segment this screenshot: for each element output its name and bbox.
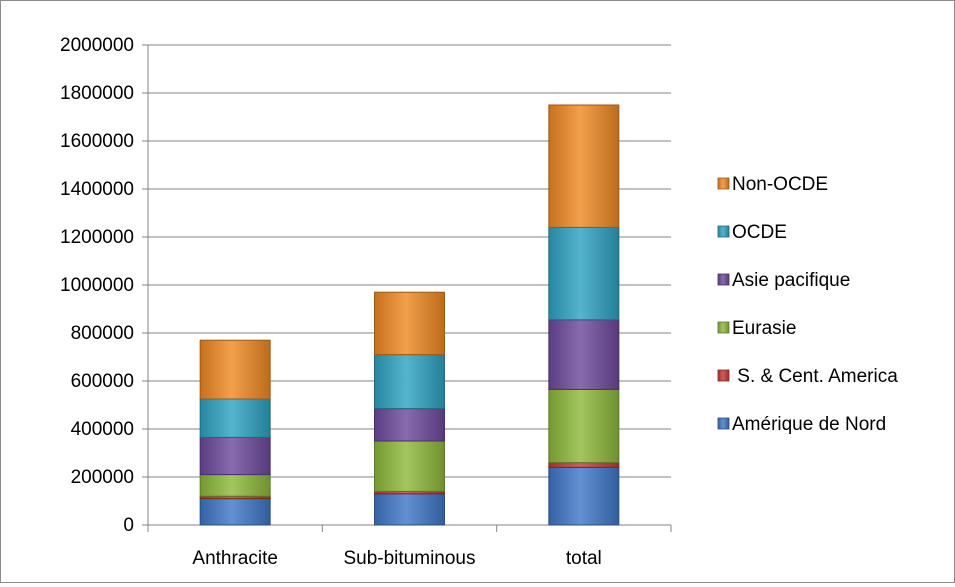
legend-label-non-ocde: Non-OCDE [732, 174, 828, 195]
y-tick-label: 1000000 [60, 275, 134, 296]
bar-sub-bituminous-eurasie [374, 440, 445, 492]
axes: 0 200000 400000 600000 800000 1000000 1200000 1… [60, 35, 672, 569]
legend: Non-OCDE OCDE Asie pacifique Eurasie S. & C… [717, 174, 898, 435]
bar-sub-bituminous-asie-pacifique [374, 408, 445, 442]
x-tick-label-total: total [566, 548, 602, 569]
y-tick-label: 1600000 [60, 131, 134, 152]
y-tick-label: 200000 [71, 467, 134, 488]
y-tick-label: 600000 [71, 371, 134, 392]
bar-total-ocde [548, 226, 620, 321]
legend-swatch-ocde [717, 225, 730, 238]
bar-total-s-cent-america [548, 462, 620, 468]
legend-label-eurasie: Eurasie [732, 318, 796, 339]
y-tick-label: 1400000 [60, 179, 134, 200]
legend-label-asie-pacifique: Asie pacifique [732, 270, 850, 291]
bar-total-asie-pacifique [548, 319, 620, 390]
bar-total-amerique-de-nord [548, 466, 620, 526]
bar-sub-bituminous-amerique-de-nord [374, 493, 445, 526]
bar-anthracite-asie-pacifique [199, 436, 271, 476]
bar-total-non-ocde [548, 104, 620, 228]
legend-swatch-amerique-de-nord [717, 417, 730, 430]
x-tick-label-anthracite: Anthracite [192, 548, 278, 569]
legend-label-amerique-de-nord: Amérique de Nord [732, 414, 886, 435]
legend-swatch-asie-pacifique [717, 273, 730, 286]
y-tick-label: 0 [123, 515, 134, 536]
bar-anthracite-eurasie [199, 474, 271, 497]
bar-anthracite-amerique-de-nord [199, 498, 271, 526]
bar-anthracite-ocde [199, 398, 271, 438]
y-tick-label: 1800000 [60, 83, 134, 104]
bars [199, 104, 620, 526]
y-tick-label: 2000000 [60, 35, 134, 56]
bar-sub-bituminous-non-ocde [374, 291, 445, 356]
legend-label-ocde: OCDE [732, 222, 787, 243]
legend-swatch-eurasie [717, 321, 730, 334]
legend-label-s-cent-america: S. & Cent. America [732, 366, 898, 387]
bar-anthracite-non-ocde [199, 339, 271, 400]
y-tick-label: 400000 [71, 419, 134, 440]
legend-swatch-s-cent-america [717, 369, 730, 382]
bar-sub-bituminous-ocde [374, 354, 445, 410]
x-tick-label-sub-bituminous: Sub-bituminous [343, 548, 475, 569]
y-tick-label: 800000 [71, 323, 134, 344]
bar-total-eurasie [548, 388, 620, 464]
y-tick-label: 1200000 [60, 227, 134, 248]
legend-swatch-non-ocde [717, 177, 730, 190]
